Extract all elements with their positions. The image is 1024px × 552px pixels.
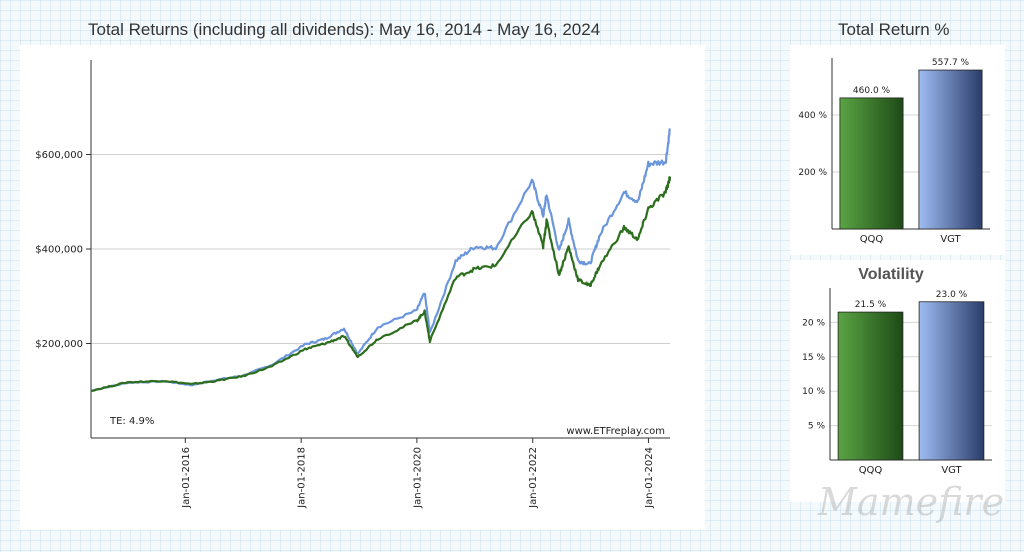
y-tick-label: $600,000: [35, 150, 83, 161]
total-returns-chart-panel: $200,000 $400,000 $600,000 Jan-01-2016 Jan-0…: [20, 45, 705, 530]
tracking-error-label: TE: 4.9%: [109, 416, 154, 427]
total-returns-line-chart: $200,000 $400,000 $600,000 Jan-01-2016 Jan-0…: [35, 60, 672, 509]
y-tick-label: 10 %: [802, 387, 825, 397]
x-tick-label: Jan-01-2020: [412, 447, 423, 509]
bar-vgt: [918, 301, 985, 461]
bar-value-label: 557.7 %: [932, 58, 970, 68]
volatility-bar-chart: Volatility 5 % 10 % 15 % 20 % 21.5 % QQQ 23.0 %…: [802, 266, 992, 476]
main-chart-title: Total Returns (including all dividends):…: [88, 20, 601, 39]
bar-value-label: 23.0 %: [936, 290, 968, 300]
volatility-title: Volatility: [858, 266, 924, 283]
y-tick-label: 400 %: [798, 111, 827, 121]
x-tick-label: Jan-01-2016: [181, 447, 192, 509]
y-tick-label: $400,000: [35, 245, 83, 256]
x-tick-label: Jan-01-2024: [644, 447, 655, 509]
total-return-bar-chart: 200 % 400 % 460.0 % QQQ 557.7 % VGT: [798, 58, 990, 245]
volatility-bar-panel: Volatility 5 % 10 % 15 % 20 % 21.5 % QQQ 23.0 %…: [790, 260, 1005, 502]
y-tick-label: 20 %: [802, 318, 825, 328]
bar-value-label: 21.5 %: [855, 300, 887, 310]
x-category-label: VGT: [941, 465, 962, 476]
x-tick-label: Jan-01-2022: [528, 447, 539, 509]
total-return-bar-panel: 200 % 400 % 460.0 % QQQ 557.7 % VGT: [790, 45, 1005, 255]
y-tick-label: 15 %: [802, 353, 825, 363]
bar-qqq: [837, 311, 904, 461]
y-tick-label: 200 %: [798, 168, 827, 178]
y-tick-label: 5 %: [808, 422, 826, 432]
x-tick-label: Jan-01-2018: [297, 447, 308, 509]
source-label: www.ETFreplay.com: [566, 426, 665, 437]
bar-qqq: [839, 97, 904, 230]
watermark-signature: Mamefire: [818, 480, 1005, 524]
x-category-label: VGT: [940, 234, 961, 245]
total-return-title: Total Return %: [838, 20, 950, 39]
y-tick-label: $200,000: [35, 339, 83, 350]
x-category-label: QQQ: [860, 234, 884, 245]
series-line-qqq: [90, 176, 672, 392]
x-category-label: QQQ: [859, 465, 883, 476]
bar-value-label: 460.0 %: [853, 86, 891, 96]
series-line-vgt: [90, 128, 671, 392]
bar-vgt: [918, 69, 983, 230]
